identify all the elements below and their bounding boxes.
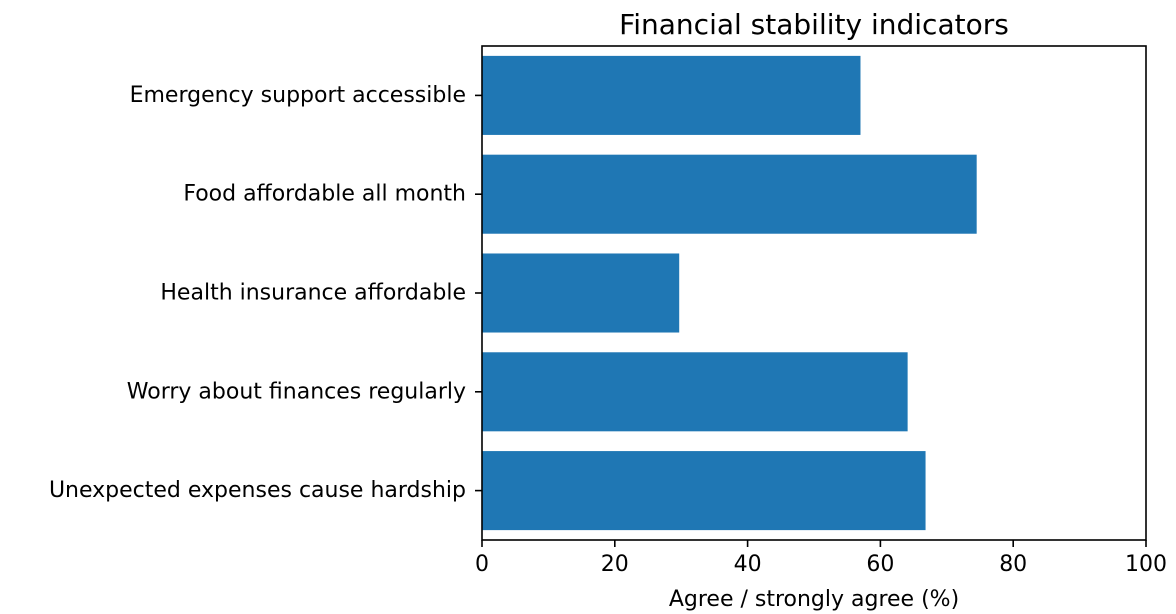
- bars-group: [482, 55, 977, 531]
- y-tick-label: Health insurance affordable: [160, 281, 466, 306]
- x-axis-label: Agree / strongly agree (%): [669, 587, 959, 612]
- x-tick-label: 80: [999, 552, 1027, 577]
- bar: [482, 352, 908, 432]
- x-tick-label: 60: [866, 552, 894, 577]
- plot-frame: [481, 45, 1147, 541]
- x-tick-label: 40: [734, 552, 762, 577]
- x-tick-label: 20: [601, 552, 629, 577]
- y-tick-label: Worry about finances regularly: [127, 379, 466, 404]
- bar: [482, 154, 977, 234]
- bar: [482, 55, 861, 135]
- bar: [482, 253, 680, 333]
- chart-title: Financial stability indicators: [619, 8, 1009, 41]
- x-tick-label: 0: [475, 552, 489, 577]
- y-tick-label: Emergency support accessible: [130, 83, 466, 108]
- x-tick-label: 100: [1125, 552, 1167, 577]
- x-axis: 0 20 40 60 80 100: [475, 540, 1167, 577]
- bar: [482, 451, 926, 531]
- y-tick-label: Food affordable all month: [183, 182, 466, 207]
- y-tick-label: Unexpected expenses cause hardship: [49, 478, 466, 503]
- y-axis: Emergency support accessible Food afforda…: [49, 83, 482, 503]
